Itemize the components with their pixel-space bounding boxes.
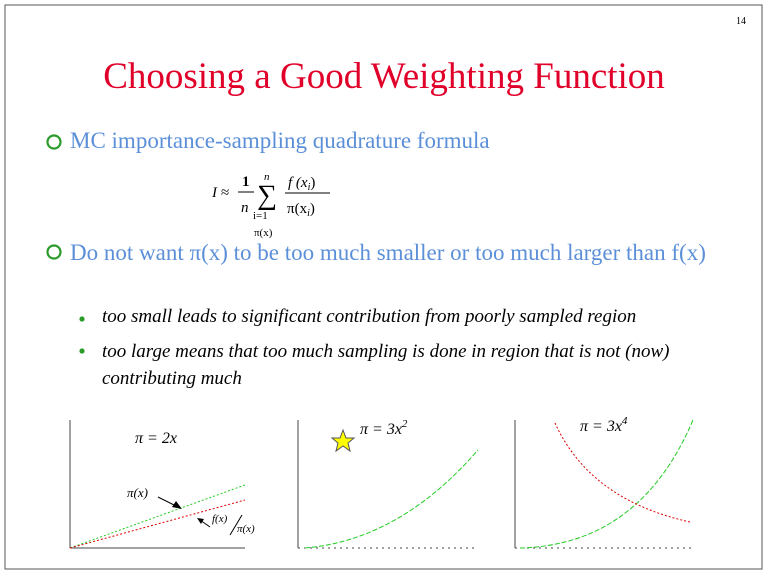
curve-pi (519, 419, 694, 549)
numerator-index: i (308, 182, 311, 193)
sum-under: π(x) (254, 227, 273, 239)
sub-bullet-icon (79, 316, 85, 322)
denominator-index: i (307, 208, 310, 219)
bullet-text: MC importance-sampling quadrature formul… (70, 128, 490, 153)
formula-lhs: I ≈ (211, 185, 229, 201)
plot-label-text: π = 3x (360, 421, 402, 438)
sub-bullet-icon (79, 348, 85, 354)
plot: π = 3x4 (514, 415, 695, 549)
formula-n: n (241, 200, 249, 216)
star (330, 428, 356, 453)
denominator-close: ) (310, 201, 315, 217)
bullet-text: Do not want π(x) to be too much smaller … (70, 240, 706, 265)
page-number: 14 (736, 16, 746, 27)
numerator: f (xi) (288, 175, 315, 193)
plot: π = 2x π(x) f(x) π(x) (69, 420, 255, 549)
bullet-icon (46, 134, 62, 150)
plot-label: π = 3x2 (360, 418, 408, 438)
denominator: π(xi) (287, 201, 315, 219)
slide-title: Choosing a Good Weighting Function (103, 56, 665, 97)
ratio-slash (229, 514, 243, 536)
sum-symbol: ∑ (257, 180, 277, 211)
plot-label-exponent: 4 (622, 415, 628, 427)
sum-bottom: i=1 (253, 210, 268, 222)
ratio-top: f(x) (212, 513, 228, 525)
plot-label: π = 2x (135, 430, 177, 447)
curve-pi (69, 484, 246, 549)
curve-label: π(x) (127, 485, 148, 500)
plot-label-text: π = 3x (580, 418, 622, 435)
bullet-icon (46, 244, 62, 260)
plot: π = 3x2 (297, 418, 479, 549)
formula-one: 1 (242, 174, 250, 190)
formula: I ≈ 1 n n ∑ i=1 π(x) f (xi) π(xi) (211, 171, 330, 239)
curve-pi (304, 449, 479, 549)
numerator-close: ) (310, 175, 315, 191)
plot-label: π = 3x4 (580, 415, 628, 435)
ratio-bottom: π(x) (237, 523, 255, 535)
sub-bullet-text: too large means that too much sampling i… (102, 341, 670, 389)
sum-top: n (264, 171, 270, 183)
slide-border (4, 4, 763, 570)
numerator-text: f (x (288, 175, 308, 191)
arrowhead (197, 518, 204, 524)
denominator-text: π(x (287, 201, 308, 217)
arrowhead (172, 501, 182, 509)
plot-label-exponent: 2 (402, 418, 408, 430)
sub-bullet-text: too small leads to significant contribut… (102, 306, 637, 327)
curve-ratio (554, 422, 691, 523)
